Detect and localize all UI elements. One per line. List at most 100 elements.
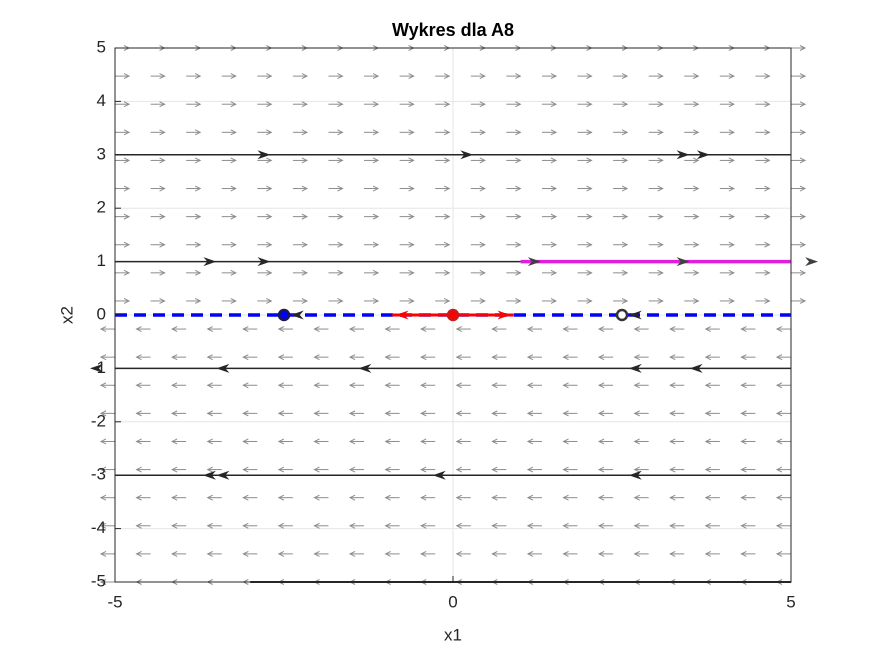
field-arrow-head xyxy=(123,129,131,136)
field-arrow-head xyxy=(455,326,463,333)
field-arrow-head xyxy=(621,213,629,220)
field-arrow-head xyxy=(135,382,142,389)
field-arrow-head xyxy=(586,157,593,164)
field-arrow-head xyxy=(135,354,142,361)
field-arrow-head xyxy=(704,410,712,417)
field-arrow-head xyxy=(408,129,415,136)
field-arrow-head xyxy=(230,129,237,136)
field-arrow-head xyxy=(277,354,285,361)
trajectory-arrow xyxy=(805,257,819,267)
field-arrow-head xyxy=(775,466,783,473)
field-arrow-head xyxy=(526,382,534,389)
y-tick-label: -2 xyxy=(91,411,106,430)
field-arrow-head xyxy=(704,382,712,389)
field-arrow-head xyxy=(704,438,712,445)
field-arrow-head xyxy=(171,410,178,417)
field-arrow-head xyxy=(301,241,309,248)
field-arrow-head xyxy=(123,73,131,80)
field-arrow-head xyxy=(230,185,237,192)
field-arrow-head xyxy=(491,494,498,501)
field-arrow-head xyxy=(313,522,320,529)
field-arrow-head xyxy=(657,269,664,276)
field-arrow-head xyxy=(408,213,415,220)
field-arrow-head xyxy=(159,73,166,80)
field-arrow-head xyxy=(764,213,771,220)
field-arrow-head xyxy=(99,382,107,389)
field-arrow-head xyxy=(799,45,807,51)
field-arrow-head xyxy=(740,410,747,417)
field-arrow-head xyxy=(194,297,202,304)
field-arrow-head xyxy=(372,269,380,276)
field-arrow-head xyxy=(348,466,356,473)
field-arrow-head xyxy=(550,73,558,80)
field-arrow-head xyxy=(491,354,498,361)
field-arrow-head xyxy=(420,382,427,389)
field-arrow-head xyxy=(775,354,783,361)
field-arrow-head xyxy=(159,157,166,164)
field-arrow-head xyxy=(337,213,344,220)
field-arrow-head xyxy=(479,213,486,220)
field-arrow-head xyxy=(348,438,356,445)
field-arrow-head xyxy=(171,354,178,361)
field-arrow-head xyxy=(123,297,131,304)
field-arrow-head xyxy=(266,129,273,136)
field-arrow-head xyxy=(230,101,237,108)
trajectory-arrow xyxy=(203,257,217,267)
field-arrow-head xyxy=(597,354,605,361)
field-arrow-head xyxy=(372,101,380,108)
field-arrow-head xyxy=(384,354,391,361)
field-arrow-head xyxy=(740,354,747,361)
field-arrow-head xyxy=(550,129,558,136)
field-arrow-head xyxy=(313,494,320,501)
field-arrow-head xyxy=(669,382,676,389)
field-arrow-head xyxy=(633,410,640,417)
field-arrow-head xyxy=(242,438,249,445)
field-arrow-head xyxy=(562,326,569,333)
field-arrow-head xyxy=(337,241,344,248)
field-arrow-head xyxy=(526,354,534,361)
trajectory-arrow xyxy=(689,363,703,373)
field-arrow-head xyxy=(728,101,735,108)
field-arrow-head xyxy=(799,297,807,304)
field-arrow-head xyxy=(384,466,391,473)
field-arrow-head xyxy=(526,494,534,501)
field-arrow-head xyxy=(443,129,451,136)
y-tick-label: -5 xyxy=(91,571,106,590)
field-arrow-head xyxy=(135,522,142,529)
field-arrow-head xyxy=(515,185,522,192)
field-arrow-head xyxy=(597,410,605,417)
field-arrow-head xyxy=(206,466,213,473)
field-arrow-head xyxy=(348,326,356,333)
field-arrow-head xyxy=(206,382,213,389)
field-arrow-head xyxy=(277,494,285,501)
field-arrow-head xyxy=(669,494,676,501)
field-arrow-head xyxy=(597,326,605,333)
field-arrow-head xyxy=(526,550,534,557)
field-arrow-head xyxy=(550,297,558,304)
equilibrium-point xyxy=(615,308,629,322)
field-arrow-head xyxy=(550,157,558,164)
field-arrow-head xyxy=(99,326,107,333)
field-arrow-head xyxy=(301,157,309,164)
field-arrow-head xyxy=(550,101,558,108)
field-arrow-head xyxy=(515,101,522,108)
field-arrow-head xyxy=(337,157,344,164)
field-arrow-head xyxy=(206,494,213,501)
field-arrow-head xyxy=(657,297,664,304)
field-arrow-head xyxy=(443,101,451,108)
field-arrow-head xyxy=(526,410,534,417)
field-arrow-head xyxy=(277,410,285,417)
field-arrow-head xyxy=(764,157,771,164)
field-arrow-head xyxy=(159,297,166,304)
vector-field xyxy=(99,45,807,585)
field-arrow-head xyxy=(230,297,237,304)
field-arrow-head xyxy=(479,157,486,164)
field-arrow-head xyxy=(242,410,249,417)
field-arrow-head xyxy=(443,241,451,248)
field-arrow-head xyxy=(277,550,285,557)
y-tick-label: 4 xyxy=(97,91,106,110)
field-arrow-head xyxy=(408,73,415,80)
field-arrow-head xyxy=(491,438,498,445)
